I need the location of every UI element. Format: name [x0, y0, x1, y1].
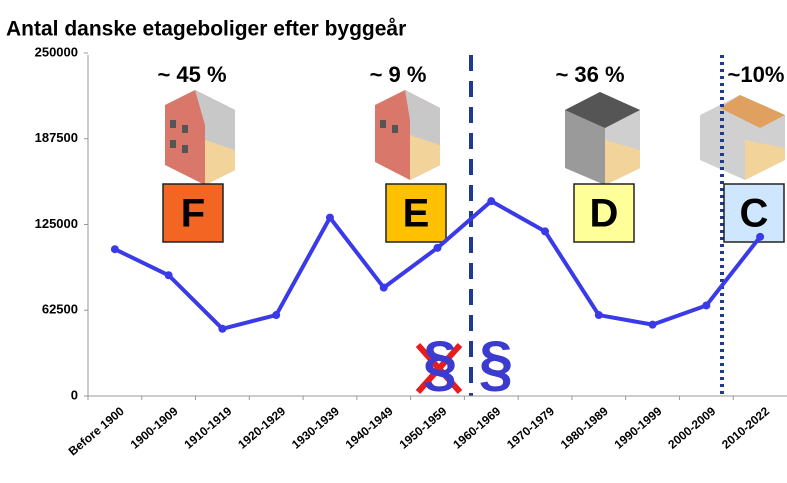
x-tick-label: 2000-2009: [665, 404, 718, 452]
point: [272, 311, 281, 320]
y-tick-label: 0: [71, 387, 78, 402]
x-tick-label: 1980-1989: [558, 404, 611, 452]
x-tick-label: 1930-1939: [289, 404, 342, 452]
building-icon: [565, 92, 640, 185]
x-tick-label: 1970-1979: [504, 404, 557, 452]
cross-mark: [415, 343, 463, 394]
chart-title: Antal danske etageboliger efter byggeår: [6, 18, 406, 41]
energy-label-box: [385, 183, 447, 243]
share-annotation: ~ 36 %: [555, 62, 624, 87]
energy-label-box: [723, 183, 785, 243]
energy-label-box: [573, 183, 635, 243]
x-tick-label: Before 1900: [66, 404, 127, 459]
x-tick-label: 2010-2022: [719, 404, 772, 452]
x-tick-label: 1940-1949: [343, 404, 396, 452]
point: [110, 245, 119, 254]
x-tick-label: 1960-1969: [450, 404, 503, 452]
point: [164, 271, 173, 280]
y-tick-label: 62500: [42, 302, 78, 317]
point: [702, 301, 711, 310]
share-annotation: ~10%: [728, 62, 785, 87]
energy-label: E: [403, 192, 430, 236]
x-tick-label: 1950-1959: [397, 404, 450, 452]
building-icon: [165, 90, 235, 185]
point: [218, 324, 227, 333]
x-tick-label: 1900-1909: [128, 404, 181, 452]
point: [594, 311, 603, 320]
x-tick-label: 1920-1929: [235, 404, 288, 452]
energy-label: D: [590, 192, 619, 236]
y-tick-label: 125000: [35, 216, 78, 231]
x-tick-label: 1990-1999: [612, 404, 665, 452]
section-mark: §: [479, 329, 513, 398]
energy-label: F: [181, 192, 205, 236]
energy-label: C: [740, 192, 769, 236]
point: [756, 232, 765, 241]
energy-label-box: [162, 183, 224, 243]
point: [379, 283, 388, 292]
share-annotation: ~ 9 %: [370, 62, 427, 87]
share-annotation: ~ 45 %: [157, 62, 226, 87]
point: [487, 197, 496, 206]
point: [648, 320, 657, 329]
building-icon: [700, 95, 785, 180]
x-tick-label: 1910-1919: [181, 404, 234, 452]
point: [433, 243, 442, 252]
building-icon: [375, 90, 440, 180]
point: [541, 227, 550, 236]
y-tick-label: 187500: [35, 130, 78, 145]
y-tick-label: 250000: [35, 44, 78, 59]
section-mark: §: [423, 329, 457, 398]
point: [325, 213, 334, 222]
